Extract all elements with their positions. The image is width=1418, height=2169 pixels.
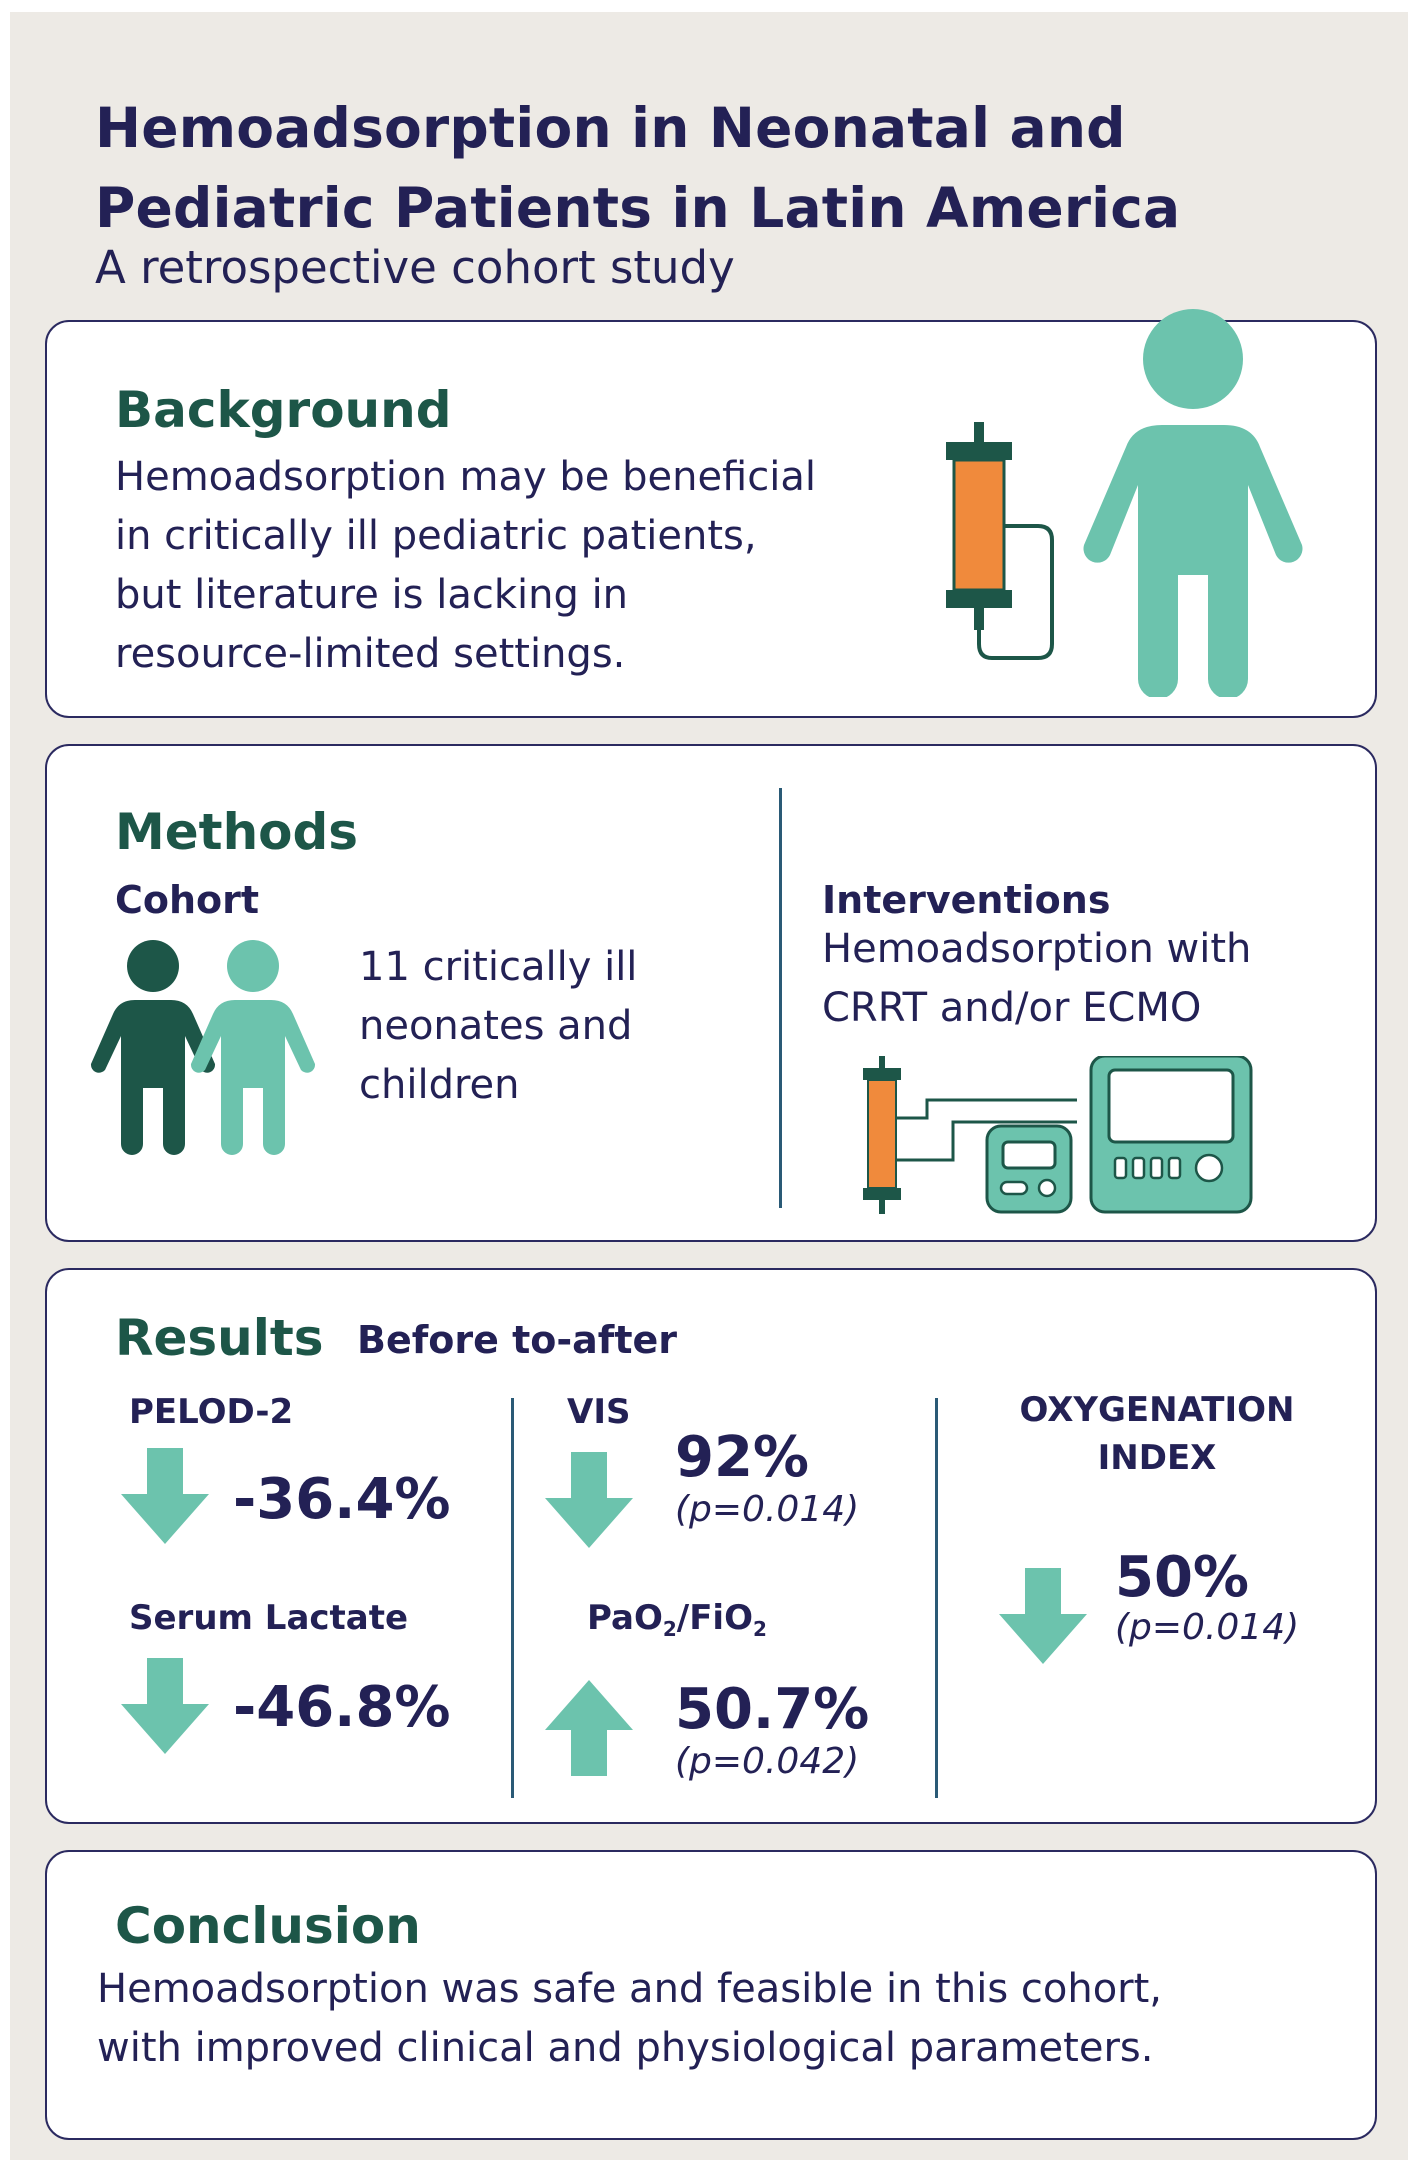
pelod-down-arrow-icon [121, 1448, 209, 1544]
light-child-icon [190, 940, 316, 1155]
conclusion-heading: Conclusion [115, 1897, 421, 1955]
conclusion-card: Conclusion Hemoadsorption was safe and f… [45, 1850, 1377, 2140]
background-line: but literature is lacking in [115, 572, 629, 618]
conclusion-text: Hemoadsorption was safe and feasible in … [97, 1960, 1162, 2078]
oxygenation-down-arrow-icon [999, 1568, 1087, 1664]
methods-heading: Methods [115, 803, 359, 861]
infographic-frame: Hemoadsorption in Neonatal and Pediatric… [10, 12, 1408, 2160]
results-heading: Results [115, 1309, 324, 1367]
pelod-label: PELOD-2 [129, 1392, 294, 1432]
vis-p-value: (p=0.014) [675, 1489, 860, 1530]
background-card: Background Hemoadsorption may be benefic… [45, 309, 1377, 718]
title-line-1: Hemoadsorption in Neonatal and [95, 96, 1126, 160]
interventions-line: Hemoadsorption with [822, 926, 1252, 972]
oxygenation-value: 50% [1115, 1545, 1250, 1610]
background-text: Hemoadsorption may be beneficial in crit… [115, 448, 816, 684]
pao2-up-arrow-icon [545, 1680, 633, 1776]
oxygenation-p-value: (p=0.014) [1115, 1607, 1300, 1648]
cohort-line: 11 critically ill [359, 944, 638, 990]
results-card: Results Before to-after PELOD-2 -36.4% S… [45, 1268, 1377, 1824]
background-line: resource-limited settings. [115, 631, 626, 677]
page-subtitle: A retrospective cohort study [95, 241, 735, 294]
title-line-2: Pediatric Patients in Latin America [95, 176, 1181, 240]
conclusion-line: Hemoadsorption was safe and feasible in … [97, 1966, 1163, 2012]
child-figure-icon [1083, 309, 1303, 697]
pao2-fio2-label: PaO2/FiO2 [587, 1598, 767, 1641]
dark-child-icon [90, 940, 216, 1155]
results-divider-left [511, 1398, 514, 1798]
pao2-p-value: (p=0.042) [675, 1741, 860, 1782]
cohort-line: neonates and [359, 1003, 633, 1049]
page-title: Hemoadsorption in Neonatal and Pediatric… [95, 88, 1180, 248]
pelod-value: -36.4% [233, 1467, 451, 1532]
interventions-label: Interventions [822, 878, 1111, 922]
background-line: Hemoadsorption may be beneficial [115, 454, 816, 500]
oxygenation-label: OXYGENATION INDEX [1019, 1390, 1295, 1478]
pao2-value: 50.7% [675, 1677, 870, 1742]
cohort-label: Cohort [115, 878, 260, 922]
cohort-line: children [359, 1062, 520, 1108]
vis-label: VIS [567, 1392, 631, 1432]
interventions-line: CRRT and/or ECMO [822, 985, 1202, 1031]
results-subheading: Before to-after [357, 1318, 678, 1362]
vis-value: 92% [675, 1425, 810, 1490]
crrt-ecmo-machine-icon [863, 1056, 1253, 1214]
results-divider-right [935, 1398, 938, 1798]
methods-card: Methods Cohort 11 critically ill neonate… [45, 744, 1377, 1242]
background-line: in critically ill pediatric patients, [115, 513, 757, 559]
cohort-text: 11 critically ill neonates and children [359, 938, 637, 1115]
lactate-value: -46.8% [233, 1675, 451, 1740]
interventions-text: Hemoadsorption with CRRT and/or ECMO [822, 920, 1251, 1038]
conclusion-line: with improved clinical and physiological… [97, 2025, 1154, 2071]
children-pair-icon [90, 940, 316, 1155]
vis-down-arrow-icon [545, 1452, 633, 1548]
methods-divider [779, 788, 782, 1208]
hemoadsorption-cartridge-icon [946, 422, 1054, 660]
lactate-down-arrow-icon [121, 1658, 209, 1754]
lactate-label: Serum Lactate [129, 1598, 409, 1638]
background-heading: Background [115, 381, 452, 439]
